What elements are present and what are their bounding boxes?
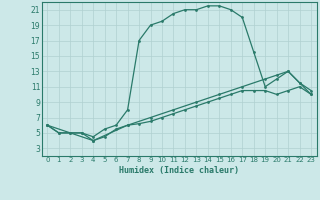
- X-axis label: Humidex (Indice chaleur): Humidex (Indice chaleur): [119, 166, 239, 175]
